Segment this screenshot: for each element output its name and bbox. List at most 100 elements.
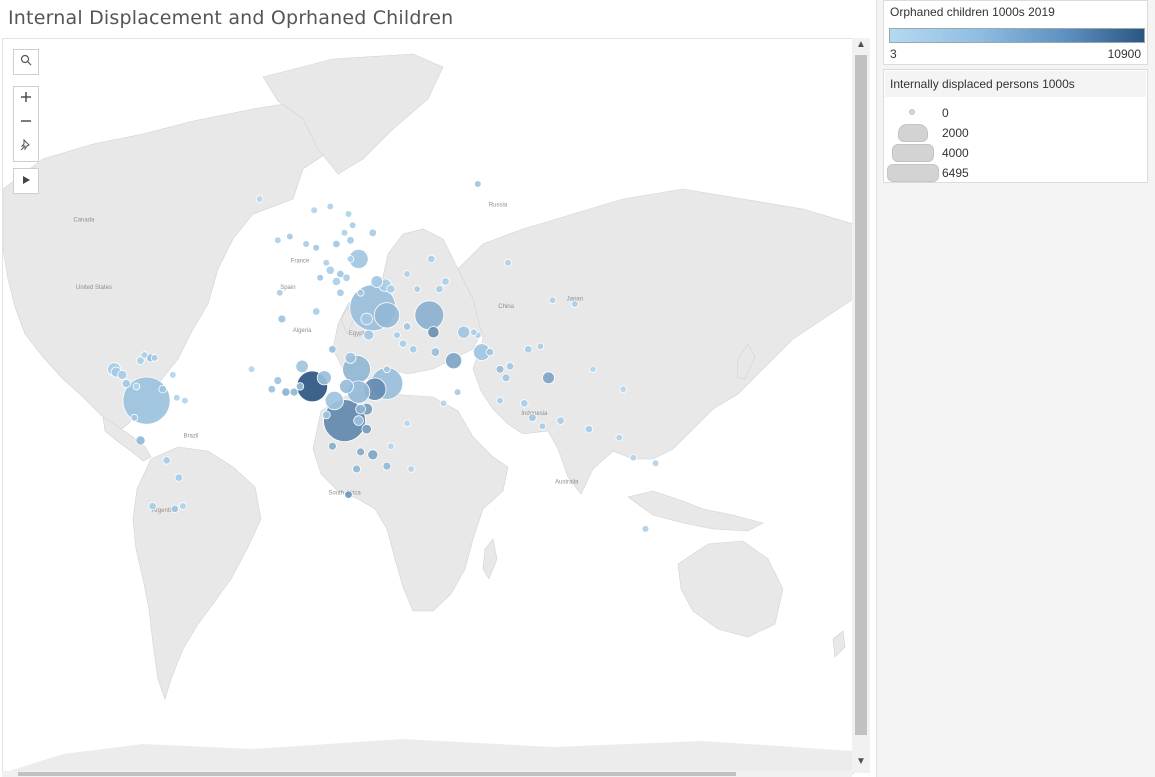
- country-marker[interactable]: [407, 465, 415, 473]
- country-marker[interactable]: [409, 345, 418, 354]
- country-marker[interactable]: [356, 289, 365, 297]
- country-marker[interactable]: [398, 339, 408, 348]
- country-marker[interactable]: [117, 369, 128, 380]
- country-marker[interactable]: [402, 322, 412, 331]
- country-marker[interactable]: [383, 365, 391, 374]
- country-marker[interactable]: [504, 258, 512, 267]
- country-marker[interactable]: [286, 232, 294, 241]
- country-marker[interactable]: [312, 244, 321, 252]
- vertical-scrollbar[interactable]: ▲ ▼: [852, 38, 870, 773]
- country-marker[interactable]: [527, 413, 537, 423]
- country-marker[interactable]: [651, 459, 660, 468]
- country-marker[interactable]: [505, 362, 515, 371]
- map-view[interactable]: Canada United States Brazil Argentina France…: [2, 38, 854, 774]
- country-marker[interactable]: [275, 289, 284, 297]
- country-marker[interactable]: [295, 382, 305, 391]
- country-marker[interactable]: [173, 393, 181, 402]
- country-marker[interactable]: [327, 441, 337, 451]
- horizontal-scrollbar[interactable]: [2, 771, 852, 777]
- country-marker[interactable]: [542, 371, 555, 385]
- country-marker[interactable]: [441, 277, 450, 286]
- country-marker[interactable]: [328, 345, 337, 354]
- country-marker[interactable]: [548, 296, 557, 305]
- country-marker[interactable]: [339, 378, 354, 394]
- country-marker[interactable]: [439, 399, 448, 408]
- country-marker[interactable]: [536, 342, 545, 351]
- country-marker[interactable]: [273, 376, 283, 386]
- country-marker[interactable]: [403, 270, 411, 278]
- country-marker[interactable]: [373, 302, 400, 329]
- data-markers[interactable]: [107, 180, 660, 533]
- country-marker[interactable]: [325, 265, 335, 275]
- country-marker[interactable]: [247, 365, 256, 374]
- map-toolbar-toggle[interactable]: [13, 168, 39, 194]
- country-marker[interactable]: [435, 284, 444, 294]
- country-marker[interactable]: [326, 202, 335, 211]
- country-marker[interactable]: [162, 456, 171, 465]
- country-marker[interactable]: [267, 385, 276, 394]
- country-marker[interactable]: [174, 473, 183, 482]
- country-marker[interactable]: [524, 345, 533, 354]
- country-marker[interactable]: [382, 461, 392, 471]
- country-marker[interactable]: [445, 352, 463, 370]
- country-marker[interactable]: [302, 240, 310, 248]
- scroll-up-icon[interactable]: ▲: [856, 39, 866, 50]
- world-map[interactable]: Canada United States Brazil Argentina France…: [3, 39, 853, 773]
- color-legend[interactable]: Orphaned children 1000s 2019 3 10900: [883, 0, 1148, 65]
- country-marker[interactable]: [556, 416, 565, 425]
- country-marker[interactable]: [356, 447, 366, 457]
- pin-map-button[interactable]: [14, 135, 38, 159]
- country-marker[interactable]: [393, 331, 401, 339]
- country-marker[interactable]: [584, 424, 594, 434]
- country-marker[interactable]: [469, 328, 478, 337]
- country-marker[interactable]: [181, 396, 189, 405]
- zoom-out-button[interactable]: [14, 111, 38, 135]
- country-marker[interactable]: [520, 399, 529, 408]
- country-marker[interactable]: [473, 180, 482, 188]
- country-marker[interactable]: [348, 221, 357, 230]
- country-marker[interactable]: [346, 255, 355, 263]
- country-marker[interactable]: [570, 300, 579, 308]
- zoom-in-button[interactable]: [14, 87, 38, 111]
- h-scrollbar-thumb[interactable]: [18, 772, 736, 776]
- country-marker[interactable]: [641, 525, 650, 533]
- country-marker[interactable]: [386, 284, 396, 294]
- country-marker[interactable]: [619, 385, 627, 394]
- country-marker[interactable]: [496, 396, 504, 405]
- country-marker[interactable]: [538, 422, 547, 431]
- country-marker[interactable]: [367, 449, 379, 461]
- size-legend[interactable]: Internally displaced persons 1000s 0 200…: [883, 69, 1148, 183]
- country-marker[interactable]: [501, 373, 511, 383]
- country-marker[interactable]: [179, 502, 187, 510]
- country-marker[interactable]: [331, 276, 341, 287]
- country-marker[interactable]: [170, 504, 179, 514]
- country-marker[interactable]: [255, 195, 264, 203]
- country-marker[interactable]: [495, 364, 505, 374]
- country-marker[interactable]: [352, 464, 362, 474]
- country-marker[interactable]: [132, 382, 141, 391]
- scroll-down-icon[interactable]: ▼: [856, 756, 866, 767]
- scrollbar-thumb[interactable]: [855, 55, 867, 735]
- country-marker[interactable]: [277, 314, 287, 324]
- country-marker[interactable]: [336, 288, 345, 297]
- country-marker[interactable]: [312, 307, 321, 316]
- country-marker[interactable]: [615, 433, 623, 442]
- country-marker[interactable]: [135, 435, 146, 446]
- country-marker[interactable]: [295, 359, 309, 374]
- country-marker[interactable]: [360, 312, 373, 326]
- country-marker[interactable]: [289, 387, 299, 397]
- country-marker[interactable]: [344, 351, 357, 364]
- country-marker[interactable]: [169, 371, 177, 379]
- country-marker[interactable]: [427, 254, 436, 264]
- country-marker[interactable]: [332, 239, 341, 249]
- country-marker[interactable]: [589, 365, 597, 374]
- country-marker[interactable]: [368, 228, 377, 237]
- country-marker[interactable]: [403, 419, 411, 428]
- country-marker[interactable]: [346, 236, 355, 245]
- country-marker[interactable]: [414, 300, 445, 331]
- country-marker[interactable]: [344, 490, 353, 499]
- country-marker[interactable]: [453, 388, 462, 396]
- country-marker[interactable]: [344, 210, 353, 218]
- country-marker[interactable]: [363, 329, 375, 341]
- country-marker[interactable]: [370, 275, 384, 288]
